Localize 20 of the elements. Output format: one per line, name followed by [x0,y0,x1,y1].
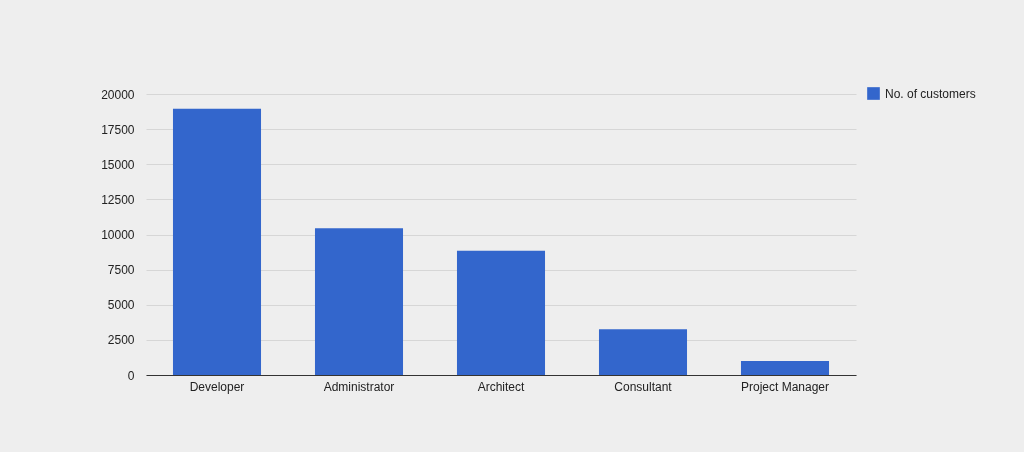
y-tick-label: 2500 [107,333,135,348]
y-tick-label: 0 [127,368,135,383]
bar [456,250,546,375]
y-tick-label: 17500 [101,122,135,137]
bar [172,108,262,375]
x-tick-label: Consultant [614,379,673,394]
y-tick-label: 7500 [107,263,135,278]
bar [740,360,830,375]
x-tick-label: Developer [189,379,245,394]
y-tick-label: 15000 [101,157,135,172]
bar [598,329,688,375]
x-tick-label: Administrator [323,379,395,394]
y-tick-label: 10000 [101,228,135,242]
bar [314,228,404,375]
y-tick-label: 20000 [101,87,135,102]
legend-label: No. of customers [885,86,976,101]
x-tick-label: Architect [477,379,525,394]
y-tick-label: 5000 [107,298,135,313]
x-tick-label: Project Manager [740,379,830,394]
y-tick-label: 12500 [101,192,135,207]
